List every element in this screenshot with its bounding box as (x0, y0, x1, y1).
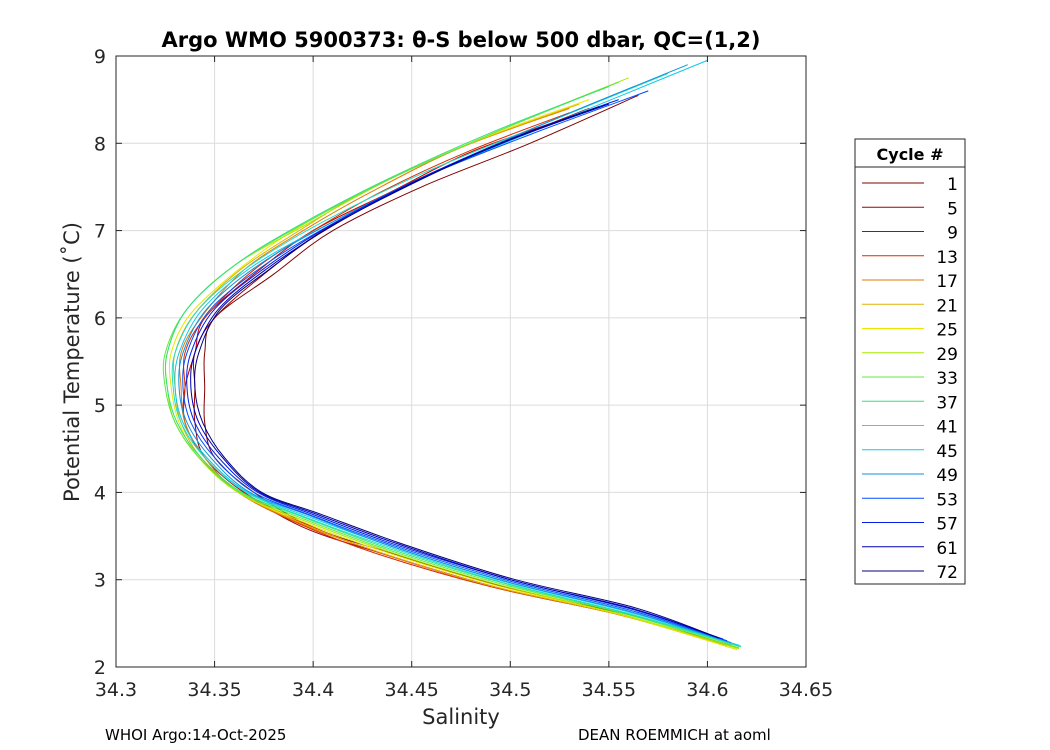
series-line-cycle-37 (164, 86, 742, 648)
legend-box (854, 138, 966, 585)
legend-label-cycle-9: 9 (947, 224, 958, 244)
x-tick-label: 34.65 (779, 679, 833, 701)
legend-label-cycle-13: 13 (936, 248, 958, 268)
legend-label-cycle-21: 21 (936, 296, 958, 316)
legend-label-cycle-45: 45 (936, 442, 958, 462)
data-series (162, 59, 742, 650)
series-line-cycle-61 (190, 103, 720, 639)
y-tick-label: 3 (94, 570, 106, 592)
series-line-cycle-41 (171, 73, 742, 647)
x-tick-label: 34.5 (489, 679, 531, 701)
y-tick-label: 9 (94, 46, 106, 68)
x-tick-label: 34.35 (187, 679, 241, 701)
legend-label-cycle-72: 72 (936, 563, 958, 583)
legend-label-cycle-53: 53 (936, 490, 958, 510)
x-axis-label: Salinity (422, 705, 500, 729)
x-tick-label: 34.45 (385, 679, 439, 701)
y-tick-label: 8 (94, 133, 106, 155)
chart-title: Argo WMO 5900373: θ-S below 500 dbar, QC… (162, 28, 761, 52)
legend-label-cycle-1: 1 (947, 175, 958, 195)
legend-label-cycle-29: 29 (936, 345, 958, 365)
axis-ticks: 34.3 34.35 34.4 34.45 34.5 34.55 34.6 34.65 2 3 4 5… (94, 46, 833, 701)
y-tick-label: 2 (94, 657, 106, 679)
y-axis-label: Potential Temperature (˚C) (60, 222, 84, 502)
footer-operator-label: DEAN ROEMMICH at aoml (578, 726, 771, 744)
series-line-cycle-72 (194, 106, 718, 638)
legend-label-cycle-37: 37 (936, 393, 958, 413)
y-tick-label: 6 (94, 308, 106, 330)
legend: Cycle # 1 5 9 13 17 21 25 29 33 37 41 45 49 53 57 61 72 (854, 138, 966, 585)
series-line-cycle-33 (162, 81, 740, 649)
legend-label-cycle-41: 41 (936, 418, 958, 438)
plot-area-frame (115, 55, 807, 668)
x-tick-label: 34.55 (582, 679, 636, 701)
legend-label-cycle-17: 17 (936, 272, 958, 292)
y-tick-label: 5 (94, 395, 106, 417)
footer-source-label: WHOI Argo:14-Oct-2025 (105, 726, 287, 744)
legend-label-cycle-61: 61 (936, 539, 958, 559)
legend-label-cycle-57: 57 (936, 515, 958, 535)
legend-title: Cycle # (877, 145, 944, 164)
x-tick-label: 34.4 (292, 679, 334, 701)
legend-label-cycle-25: 25 (936, 321, 958, 341)
legend-label-cycle-5: 5 (947, 199, 958, 219)
legend-entries: 1 5 9 13 17 21 25 29 33 37 41 45 49 53 57 61 72 (862, 175, 958, 583)
series-line-cycle-1 (203, 94, 728, 642)
y-tick-label: 4 (94, 482, 106, 504)
x-tick-label: 34.3 (95, 679, 137, 701)
x-tick-label: 34.6 (686, 679, 728, 701)
legend-label-cycle-49: 49 (936, 466, 958, 486)
y-tick-label: 7 (94, 221, 106, 243)
legend-label-cycle-33: 33 (936, 369, 958, 389)
